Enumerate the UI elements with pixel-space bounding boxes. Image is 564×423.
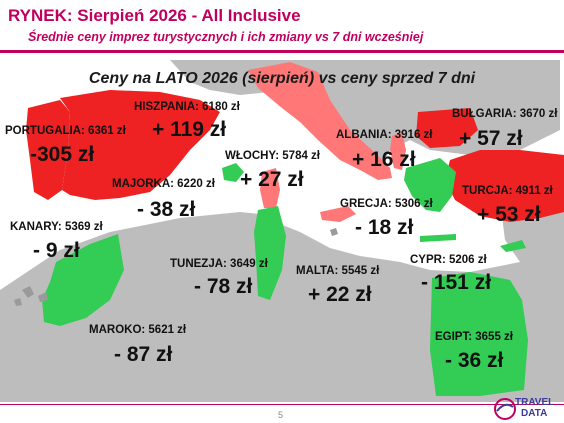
- label-kanary: KANARY: 5369 zł: [10, 221, 103, 233]
- change-maroko: - 87 zł: [114, 343, 173, 366]
- region-maroko: [42, 234, 124, 326]
- change-grecja: - 18 zł: [355, 216, 414, 239]
- change-kanary: - 9 zł: [33, 239, 80, 262]
- change-majorka: - 38 zł: [137, 198, 196, 221]
- label-egipt: EGIPT: 3655 zł: [435, 331, 513, 343]
- label-tunezja: TUNEZJA: 3649 zł: [170, 258, 268, 270]
- label-bulgaria: BUŁGARIA: 3670 zł: [452, 108, 558, 120]
- header-rule: [0, 50, 564, 53]
- region-tunezja: [254, 206, 286, 300]
- label-malta: MALTA: 5545 zł: [296, 265, 380, 277]
- change-turcja: + 53 zł: [477, 203, 541, 226]
- map-title: Ceny na LATO 2026 (sierpień) vs ceny spr…: [88, 70, 476, 87]
- page-number: 5: [278, 410, 284, 420]
- map-svg: [0, 60, 564, 402]
- logo-globe-icon: [494, 398, 516, 420]
- label-wlochy: WŁOCHY: 5784 zł: [225, 150, 320, 162]
- change-egipt: - 36 zł: [445, 349, 504, 372]
- change-tunezja: - 78 zł: [194, 275, 253, 298]
- change-portugalia: -305 zł: [30, 143, 95, 166]
- region-kanary: [14, 286, 48, 306]
- region-kreta: [420, 234, 456, 242]
- logo-line2: DATA: [521, 408, 548, 419]
- region-portugalia: [26, 100, 70, 200]
- footer-rule: [0, 404, 564, 405]
- label-albania: ALBANIA: 3916 zł: [336, 129, 433, 141]
- label-portugalia: PORTUGALIA: 6361 zł: [5, 125, 126, 137]
- region-wlochy: [248, 62, 392, 180]
- header-title: RYNEK: Sierpień 2026 - All Inclusive: [8, 6, 301, 25]
- region-albania: [390, 132, 406, 170]
- label-cypr: CYPR: 5206 zł: [410, 254, 487, 266]
- region-sardynia: [260, 168, 280, 208]
- change-wlochy: + 27 zł: [240, 168, 304, 191]
- region-majorka: [222, 163, 244, 182]
- region-sycylia: [320, 206, 356, 222]
- region-bulgaria: [416, 108, 478, 148]
- change-albania: + 16 zł: [352, 148, 416, 171]
- change-bulgaria: + 57 zł: [459, 127, 523, 150]
- change-cypr: - 151 zł: [421, 271, 492, 294]
- region-hiszpania: [60, 90, 220, 200]
- label-maroko: MAROKO: 5621 zł: [89, 324, 187, 336]
- label-majorka: MAJORKA: 6220 zł: [112, 178, 215, 190]
- travel-data-logo: TRAVEL DATA: [493, 396, 561, 422]
- label-grecja: GRECJA: 5306 zł: [340, 198, 433, 210]
- logo-line1: TRAVEL: [515, 397, 555, 408]
- label-turcja: TURCJA: 4911 zł: [462, 185, 553, 197]
- region-cypr: [500, 240, 526, 252]
- change-hiszpania: + 119 zł: [152, 118, 227, 141]
- mediterranean-map: [0, 60, 564, 402]
- region-egipt: [430, 272, 528, 396]
- region-grecja: [404, 158, 456, 212]
- region-turcja: [445, 150, 564, 222]
- land-north-africa: [0, 212, 564, 402]
- label-hiszpania: HISZPANIA: 6180 zł: [134, 101, 240, 113]
- header-subtitle: Średnie ceny imprez turystycznych i ich …: [28, 30, 424, 44]
- change-malta: + 22 zł: [308, 283, 372, 306]
- region-malta: [330, 228, 338, 236]
